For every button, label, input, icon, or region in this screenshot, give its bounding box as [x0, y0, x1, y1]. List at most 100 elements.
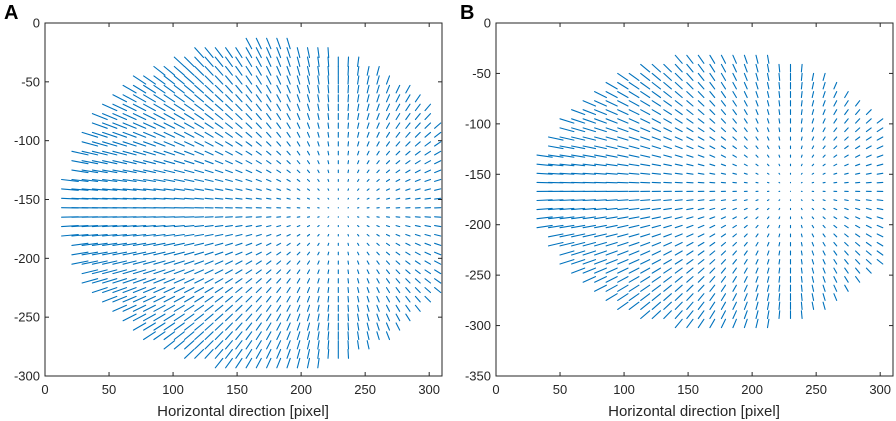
quiver-arrow — [163, 141, 176, 147]
quiver-arrow — [194, 340, 205, 350]
quiver-arrow — [194, 304, 205, 312]
quiver-arrow — [376, 141, 380, 147]
quiver-arrow — [628, 72, 640, 81]
quiver-arrow — [163, 242, 176, 246]
quiver-arrow — [266, 113, 272, 121]
quiver-arrow — [266, 47, 272, 59]
quiver-arrow — [173, 141, 185, 147]
quiver-arrow — [327, 75, 330, 85]
quiver-arrow — [276, 47, 282, 59]
quiver-arrow — [766, 293, 770, 301]
quiver-arrow — [617, 145, 629, 150]
quiver-arrow — [617, 259, 629, 265]
quiver-arrow — [163, 340, 176, 350]
quiver-arrow — [811, 207, 815, 211]
quiver-arrow — [163, 197, 176, 200]
quiver-arrow — [424, 122, 432, 129]
quiver-arrow — [605, 207, 618, 211]
quiver-arrow — [414, 103, 421, 112]
quiver-arrow — [122, 233, 137, 237]
quiver-arrow — [674, 276, 683, 283]
quiver-arrow — [385, 188, 391, 191]
quiver-arrow — [640, 310, 651, 320]
y-tick-label: -200 — [465, 217, 491, 232]
quiver-arrow — [844, 145, 849, 150]
quiver-arrow — [663, 250, 672, 256]
quiver-arrow — [876, 250, 884, 256]
quiver-arrow — [414, 260, 421, 265]
quiver-arrow — [112, 260, 128, 265]
quiver-arrow — [225, 75, 233, 85]
quiver-arrow — [855, 109, 861, 116]
quiver-arrow — [686, 154, 694, 158]
quiver-arrow — [720, 91, 727, 99]
quiver-arrow — [844, 207, 849, 211]
quiver-arrow — [778, 293, 781, 301]
quiver-arrow — [876, 145, 884, 150]
quiver-arrow — [306, 197, 311, 200]
quiver-arrow — [317, 242, 320, 246]
quiver-arrow — [347, 287, 350, 294]
quiver-arrow — [204, 295, 214, 303]
quiver-arrow — [153, 188, 166, 191]
quiver-arrow — [296, 65, 301, 76]
quiver-arrow — [674, 284, 683, 292]
quiver-arrow — [91, 150, 108, 156]
quiver-arrow — [184, 113, 195, 121]
quiver-arrow — [617, 100, 629, 107]
quiver-arrow — [245, 251, 253, 256]
quiver-arrow — [173, 169, 185, 174]
quiver-arrow — [327, 84, 330, 94]
quiver-arrow — [651, 259, 662, 265]
quiver-arrow — [674, 154, 683, 158]
quiver-arrow — [143, 141, 156, 147]
quiver-arrow — [651, 100, 662, 107]
quiver-arrow — [347, 242, 350, 246]
quiver-arrow — [102, 287, 118, 294]
quiver-arrow — [204, 331, 214, 341]
quiver-arrow — [709, 145, 716, 150]
quiver-arrow — [720, 127, 727, 133]
quiver-arrow — [800, 63, 803, 73]
quiver-arrow — [640, 136, 651, 141]
quiver-arrow — [822, 233, 826, 238]
quiver-arrow — [357, 56, 360, 67]
quiver-arrow — [395, 260, 401, 265]
quiver-arrow — [235, 225, 243, 228]
quiver-arrow — [255, 150, 262, 156]
quiver-arrow — [347, 122, 350, 129]
quiver-arrow — [709, 54, 716, 64]
quiver-arrow — [296, 295, 301, 303]
quiver-arrow — [245, 225, 253, 228]
quiver-arrow — [366, 233, 370, 237]
quiver-arrow — [709, 199, 716, 202]
quiver-arrow — [811, 216, 815, 220]
quiver-arrow — [855, 267, 861, 274]
quiver-arrow — [163, 131, 176, 138]
quiver-arrow — [366, 169, 370, 174]
quiver-arrow — [709, 127, 716, 133]
quiver-arrow — [357, 260, 360, 265]
quiver-arrow — [697, 154, 705, 158]
quiver-arrow — [184, 313, 195, 322]
quiver-arrow — [732, 250, 737, 256]
quiver-arrow — [855, 276, 861, 283]
quiver-arrow — [163, 287, 176, 294]
quiver-arrow — [395, 103, 401, 112]
quiver-arrow — [327, 322, 330, 331]
quiver-arrow — [184, 169, 195, 174]
quiver-arrow — [296, 251, 301, 256]
quiver-arrow — [674, 145, 683, 150]
quiver-arrow — [214, 56, 224, 67]
quiver-arrow — [317, 75, 320, 85]
quiver-arrow — [132, 278, 147, 284]
quiver-arrow — [204, 233, 214, 237]
quiver-arrow — [674, 293, 683, 301]
quiver-arrow — [697, 250, 705, 256]
quiver-arrow — [112, 225, 128, 228]
x-tick-label: 300 — [418, 382, 440, 397]
quiver-arrow — [173, 278, 185, 284]
x-tick-label: 100 — [162, 382, 184, 397]
quiver-arrow — [811, 250, 815, 256]
quiver-arrow — [594, 100, 607, 107]
